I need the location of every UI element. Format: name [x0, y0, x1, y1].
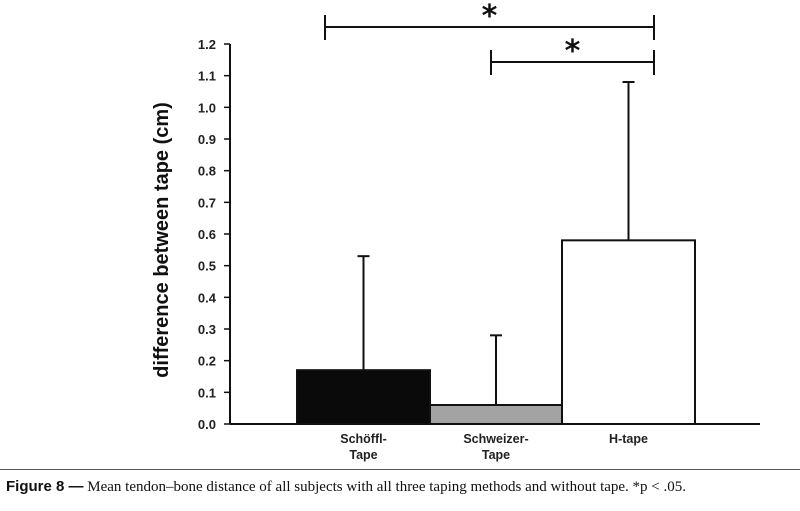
y-tick-label-2: 0.2	[198, 354, 216, 369]
y-tick-label-0: 0.0	[198, 417, 216, 432]
caption-text: Mean tendon–bone distance of all subject…	[83, 479, 687, 495]
x-category-label-2-0: H-tape	[609, 432, 648, 446]
y-axis-title: difference between tape (cm)	[151, 102, 173, 378]
figure-label: Figure 8 —	[6, 478, 84, 495]
bar-chart: 0.0 0.1 0.2 0.3 0.4 0.5 0.6 0.7 0.8 0.9 1.0 1.1 1.2 d…	[151, 0, 760, 462]
x-category-label-0-1: Tape	[349, 448, 377, 462]
y-tick-label-9: 0.9	[198, 132, 216, 147]
y-tick-label-3: 0.3	[198, 322, 216, 337]
y-tick-label-10: 1.0	[198, 100, 216, 115]
caption-divider	[0, 469, 800, 470]
y-tick-label-12: 1.2	[198, 37, 216, 52]
y-tick-label-1: 0.1	[198, 385, 216, 400]
bar-0	[296, 369, 431, 425]
y-tick-label-5: 0.5	[198, 259, 216, 274]
y-tick-label-7: 0.7	[198, 195, 216, 210]
y-tick-label-4: 0.4	[198, 290, 217, 305]
figure-caption: Figure 8 — Mean tendon–bone distance of …	[6, 478, 796, 496]
x-category-label-0-0: Schöffl-	[340, 432, 387, 446]
bar-1	[429, 404, 563, 425]
x-category-label-1-1: Tape	[482, 448, 510, 462]
x-category-label-1-0: Schweizer-	[463, 432, 528, 446]
sig-star-0: *	[482, 0, 498, 34]
bar-2	[561, 239, 696, 425]
y-tick-label-11: 1.1	[198, 69, 216, 84]
sig-star-1: *	[565, 34, 581, 69]
y-tick-label-8: 0.8	[198, 164, 216, 179]
y-tick-label-6: 0.6	[198, 227, 216, 242]
